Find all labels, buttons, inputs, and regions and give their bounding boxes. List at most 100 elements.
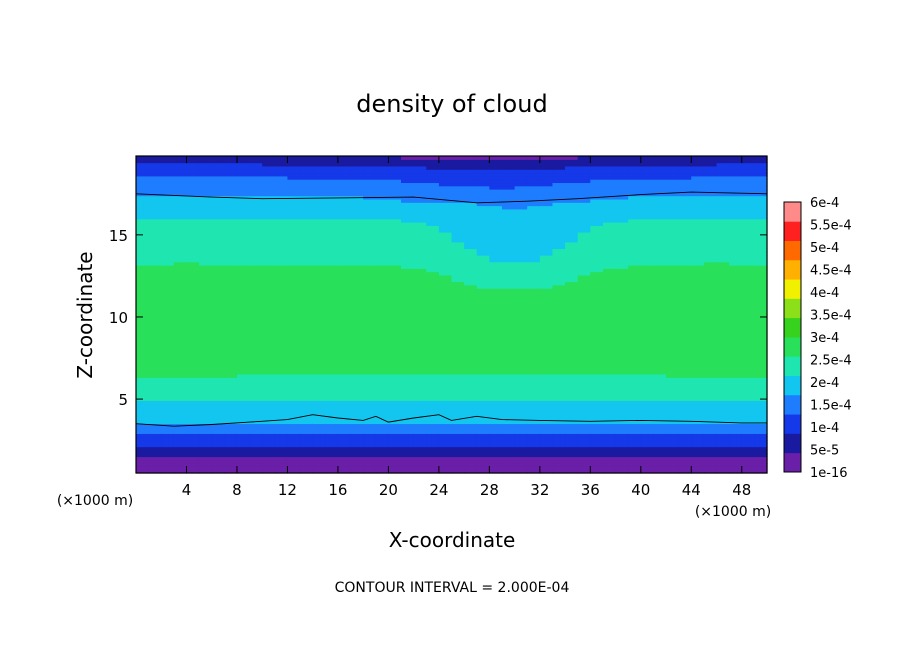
heatmap-cell	[375, 225, 389, 230]
heatmap-cell	[590, 231, 604, 236]
heatmap-cell	[148, 354, 162, 359]
heatmap-cell	[691, 261, 705, 266]
heatmap-cell	[337, 165, 352, 170]
heatmap-cell	[300, 291, 314, 296]
heatmap-cell	[552, 344, 566, 349]
heatmap-cell	[413, 175, 427, 180]
heatmap-cell	[186, 324, 200, 329]
heatmap-cell	[438, 373, 453, 378]
heatmap-cell	[489, 426, 503, 431]
heatmap-cell	[350, 350, 364, 355]
heatmap-cell	[602, 344, 617, 349]
heatmap-cell	[678, 297, 692, 302]
heatmap-cell	[539, 403, 554, 408]
heatmap-cell	[388, 264, 402, 269]
heatmap-cell	[590, 344, 604, 349]
heatmap-cell	[501, 321, 516, 325]
heatmap-cell	[489, 297, 503, 302]
heatmap-cell	[401, 274, 415, 279]
heatmap-cell	[173, 314, 188, 319]
heatmap-cell	[375, 284, 389, 289]
heatmap-cell	[161, 393, 175, 398]
heatmap-cell	[476, 321, 490, 325]
heatmap-cell	[527, 377, 541, 382]
heatmap-cell	[186, 274, 200, 279]
heatmap-cell	[489, 248, 503, 253]
heatmap-cell	[136, 416, 150, 421]
heatmap-cell	[173, 212, 188, 217]
heatmap-cell	[640, 235, 655, 240]
heatmap-cell	[375, 400, 389, 405]
heatmap-cell	[350, 231, 364, 236]
heatmap-cell	[666, 228, 680, 233]
heatmap-cell	[539, 456, 554, 461]
heatmap-cell	[312, 235, 326, 240]
heatmap-cell	[716, 294, 730, 299]
heatmap-cell	[615, 288, 629, 292]
heatmap-cell	[161, 278, 175, 283]
heatmap-cell	[363, 430, 377, 434]
heatmap-cell	[337, 426, 352, 431]
heatmap-cell	[653, 393, 667, 398]
heatmap-cell	[754, 469, 768, 474]
heatmap-cell	[211, 413, 225, 418]
heatmap-cell	[501, 314, 516, 319]
heatmap-cell	[375, 162, 389, 167]
heatmap-cell	[615, 350, 629, 355]
heatmap-cell	[653, 297, 667, 302]
heatmap-cell	[325, 225, 339, 230]
heatmap-cell	[375, 314, 389, 319]
heatmap-cell	[401, 347, 415, 352]
heatmap-cell	[262, 360, 276, 365]
heatmap-cell	[199, 156, 213, 160]
heatmap-cell	[514, 413, 528, 418]
heatmap-cell	[678, 248, 692, 253]
heatmap-cell	[729, 393, 743, 398]
heatmap-cell	[199, 192, 213, 197]
heatmap-cell	[476, 383, 490, 388]
heatmap-cell	[363, 192, 377, 197]
heatmap-cell	[363, 314, 377, 319]
heatmap-cell	[691, 433, 705, 438]
heatmap-cell	[602, 159, 617, 164]
heatmap-cell	[300, 331, 314, 335]
heatmap-cell	[375, 198, 389, 203]
heatmap-cell	[236, 251, 251, 256]
heatmap-cell	[729, 340, 743, 345]
heatmap-cell	[287, 251, 301, 256]
heatmap-cell	[577, 264, 591, 269]
heatmap-cell	[274, 185, 289, 190]
heatmap-cell	[375, 433, 389, 438]
heatmap-cell	[691, 430, 705, 434]
heatmap-cell	[363, 278, 377, 283]
heatmap-cell	[300, 185, 314, 190]
heatmap-cell	[729, 387, 743, 392]
heatmap-cell	[666, 235, 680, 240]
heatmap-cell	[375, 334, 389, 339]
heatmap-cell	[451, 159, 465, 164]
x-unit-right: (×1000 m)	[695, 504, 771, 520]
heatmap-cell	[716, 202, 730, 207]
heatmap-cell	[602, 373, 617, 378]
heatmap-cell	[729, 449, 743, 454]
heatmap-cell	[413, 344, 427, 349]
heatmap-cell	[173, 175, 188, 180]
heatmap-cell	[426, 459, 440, 464]
heatmap-cell	[136, 182, 150, 187]
heatmap-cell	[729, 360, 743, 365]
heatmap-cell	[300, 281, 314, 286]
heatmap-cell	[249, 231, 263, 236]
heatmap-cell	[300, 288, 314, 292]
heatmap-cell	[148, 202, 162, 207]
heatmap-cell	[300, 449, 314, 454]
heatmap-cell	[211, 311, 225, 316]
heatmap-cell	[186, 182, 200, 187]
heatmap-cell	[464, 156, 478, 160]
heatmap-cell	[236, 172, 251, 177]
heatmap-cell	[565, 377, 579, 382]
heatmap-cell	[136, 453, 150, 458]
heatmap-cell	[489, 294, 503, 299]
heatmap-cell	[527, 347, 541, 352]
heatmap-cell	[666, 255, 680, 259]
heatmap-cell	[451, 400, 465, 405]
